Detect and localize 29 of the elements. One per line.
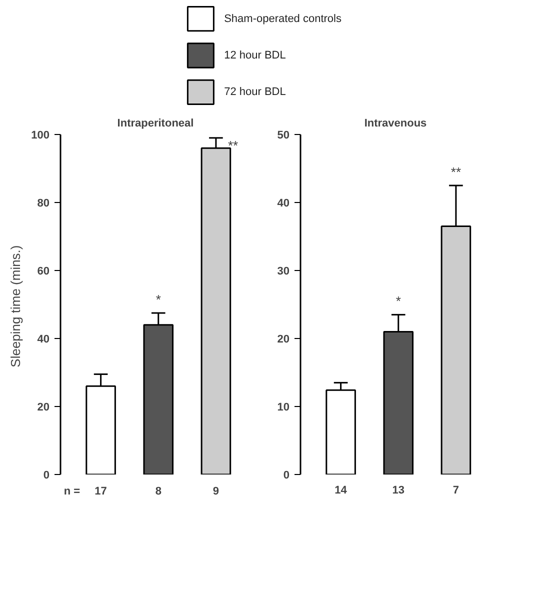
x-tick-label: 14	[334, 484, 348, 496]
chart-title: Intraperitoneal	[117, 118, 194, 130]
legend-label: 12 hour BDL	[224, 50, 286, 62]
y-tick-label: 0	[43, 470, 50, 482]
chart-title: Intravenous	[364, 118, 427, 130]
y-tick-label: 20	[277, 334, 290, 346]
y-tick-label: 0	[283, 470, 290, 482]
y-tick-label: 50	[277, 130, 290, 142]
y-tick-label: 60	[37, 266, 50, 278]
y-tick-label: 100	[31, 130, 50, 142]
x-tick-label: 17	[94, 486, 107, 498]
annotation: **	[450, 164, 462, 180]
annotation: **	[228, 138, 238, 153]
y-tick-label: 30	[277, 266, 290, 278]
text: n =	[64, 486, 80, 498]
y-tick-label: 40	[277, 198, 290, 210]
x-tick-label: 9	[212, 486, 220, 498]
legend-label: Sham-operated controls	[224, 12, 342, 25]
y-tick-label: 80	[37, 198, 50, 210]
x-tick-label: 8	[155, 486, 162, 498]
y-axis-title: Sleeping time (mins.)	[8, 245, 24, 368]
y-tick-label: 10	[277, 402, 290, 414]
legend-label: 72 hour BDL	[224, 86, 286, 98]
y-tick-label: 20	[37, 402, 50, 414]
x-tick-label: 7	[452, 484, 460, 496]
annotation: *	[396, 294, 401, 309]
y-tick-label: 40	[37, 334, 50, 346]
x-tick-label: 13	[392, 484, 405, 496]
annotation: *	[156, 292, 161, 307]
